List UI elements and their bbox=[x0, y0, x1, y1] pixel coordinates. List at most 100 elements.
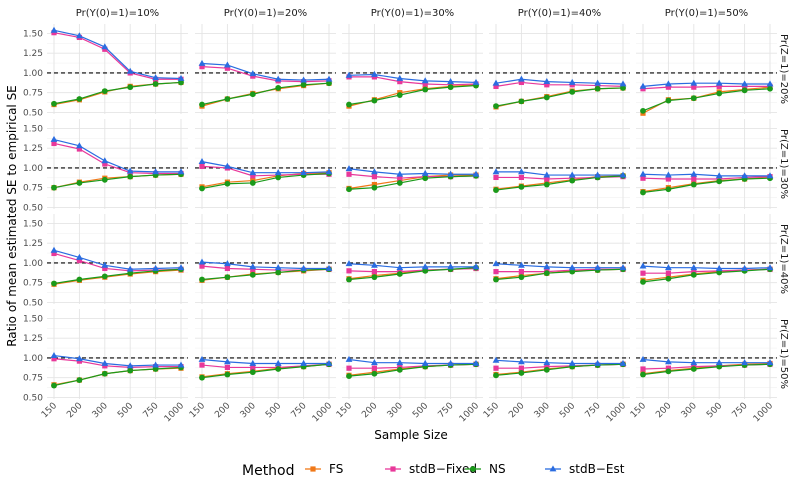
point-stdb-est bbox=[492, 79, 500, 86]
point-ns bbox=[690, 95, 697, 102]
row-strip-label: Pr(Z=1)=30% bbox=[778, 129, 789, 199]
point-stdb-fixed bbox=[346, 365, 352, 371]
point-ns bbox=[690, 181, 697, 188]
y-tick-label: 1.50 bbox=[23, 29, 43, 39]
point-stdb-est bbox=[152, 168, 159, 175]
panel-r2-c3 bbox=[342, 119, 483, 209]
point-stdb-est bbox=[543, 263, 551, 270]
point-stdb-fixed bbox=[346, 171, 352, 177]
point-stdb-fixed bbox=[518, 365, 524, 371]
point-stdb-fixed bbox=[76, 257, 82, 264]
point-ns bbox=[101, 273, 108, 280]
series-line-fs bbox=[642, 86, 771, 114]
point-stdb-est bbox=[492, 260, 500, 267]
series-line-ns bbox=[495, 363, 624, 376]
y-tick-label: 0.75 bbox=[23, 374, 43, 384]
point-stdb-est bbox=[300, 169, 307, 176]
panel-r1-c4 bbox=[489, 24, 630, 114]
point-ns bbox=[326, 80, 332, 87]
series-line-fs bbox=[201, 268, 330, 281]
y-tick-label: 1.50 bbox=[23, 314, 43, 324]
y-tick-label: 1.50 bbox=[23, 124, 43, 134]
point-stdb-est bbox=[177, 361, 185, 368]
point-fs bbox=[371, 181, 377, 188]
x-tick-label: 750 bbox=[436, 401, 455, 420]
point-ns bbox=[51, 280, 57, 287]
point-ns bbox=[665, 186, 672, 193]
point-stdb-est bbox=[345, 355, 353, 362]
series-line-stdb-fixed bbox=[53, 32, 181, 80]
series-line-ns bbox=[642, 363, 771, 376]
series-line-fs bbox=[53, 269, 182, 285]
point-ns bbox=[493, 276, 499, 283]
x-tick-label: 300 bbox=[386, 401, 405, 420]
point-stdb-fixed bbox=[397, 79, 403, 85]
point-stdb-est bbox=[224, 358, 231, 365]
y-axis-title: Ratio of mean estimated SE to empirical … bbox=[5, 85, 19, 347]
point-stdb-est bbox=[421, 169, 429, 176]
point-ns bbox=[422, 86, 429, 93]
point-ns bbox=[518, 274, 525, 281]
series-line-stdb-est bbox=[53, 29, 182, 80]
series-line-stdb-fixed bbox=[53, 358, 181, 369]
point-ns bbox=[716, 269, 723, 276]
x-axis-title: Sample Size bbox=[374, 428, 447, 442]
column-strip-label: Pr(Y(0)=1)=40% bbox=[518, 8, 601, 19]
series-line-ns bbox=[348, 84, 477, 106]
point-ns bbox=[346, 186, 352, 193]
point-stdb-est bbox=[274, 75, 282, 82]
y-tick-label: 1.00 bbox=[23, 354, 43, 364]
point-stdb-est bbox=[619, 264, 627, 271]
series-line-fs bbox=[348, 174, 476, 190]
point-stdb-fixed bbox=[51, 356, 57, 362]
legend-key-marker bbox=[470, 466, 476, 472]
y-tick-label: 1.00 bbox=[23, 164, 43, 174]
point-stdb-est bbox=[76, 142, 83, 149]
point-ns bbox=[518, 183, 525, 190]
point-ns bbox=[249, 180, 256, 186]
series-line-ns bbox=[495, 175, 624, 191]
point-ns bbox=[101, 88, 108, 95]
series-line-stdb-est bbox=[53, 138, 181, 173]
x-tick-label: 500 bbox=[116, 401, 135, 420]
point-stdb-est bbox=[472, 170, 480, 177]
point-ns bbox=[543, 94, 550, 101]
point-stdb-est bbox=[126, 265, 134, 272]
point-ns bbox=[569, 88, 576, 95]
series-line-stdb-est bbox=[348, 358, 476, 365]
x-tick-label: 300 bbox=[91, 401, 110, 420]
series-line-fs bbox=[53, 367, 182, 386]
point-stdb-fixed bbox=[224, 65, 230, 71]
panel-r4-c5 bbox=[636, 309, 777, 399]
series-line-ns bbox=[53, 81, 182, 105]
point-stdb-est bbox=[568, 359, 576, 366]
series-line-stdb-fixed bbox=[495, 81, 624, 87]
point-ns bbox=[640, 107, 646, 114]
point-stdb-est bbox=[325, 75, 333, 82]
point-ns bbox=[396, 366, 403, 373]
point-stdb-fixed bbox=[51, 140, 57, 147]
point-stdb-est bbox=[619, 359, 627, 366]
point-stdb-fixed bbox=[544, 176, 550, 182]
panel-r4-c4 bbox=[489, 309, 630, 399]
point-stdb-est bbox=[665, 171, 672, 178]
point-stdb-est bbox=[177, 264, 185, 271]
point-stdb-fixed bbox=[422, 81, 428, 87]
point-stdb-fixed bbox=[76, 146, 82, 152]
series-line-ns bbox=[201, 268, 330, 281]
point-stdb-est bbox=[492, 356, 500, 363]
point-ns bbox=[249, 91, 256, 98]
point-ns bbox=[127, 367, 134, 374]
series-line-stdb-est bbox=[53, 249, 182, 270]
series-line-ns bbox=[53, 268, 182, 285]
point-stdb-fixed bbox=[250, 364, 256, 371]
point-stdb-est bbox=[274, 359, 282, 366]
x-tick-label: 1000 bbox=[311, 401, 334, 424]
point-ns bbox=[569, 177, 576, 184]
column-strip-label: Pr(Y(0)=1)=20% bbox=[224, 8, 307, 19]
point-stdb-fixed bbox=[102, 265, 108, 272]
point-ns bbox=[224, 371, 231, 378]
point-ns bbox=[690, 271, 697, 278]
point-stdb-est bbox=[371, 70, 378, 77]
point-ns bbox=[51, 382, 57, 389]
